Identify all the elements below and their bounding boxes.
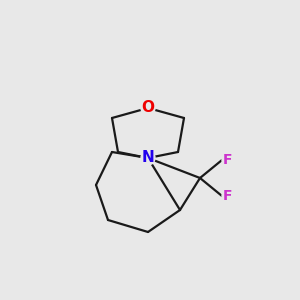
Circle shape: [222, 190, 234, 202]
Text: N: N: [142, 151, 154, 166]
Text: F: F: [223, 189, 233, 203]
Text: O: O: [142, 100, 154, 116]
Circle shape: [222, 154, 234, 166]
Text: F: F: [223, 153, 233, 167]
Circle shape: [141, 151, 155, 165]
Circle shape: [141, 101, 155, 115]
